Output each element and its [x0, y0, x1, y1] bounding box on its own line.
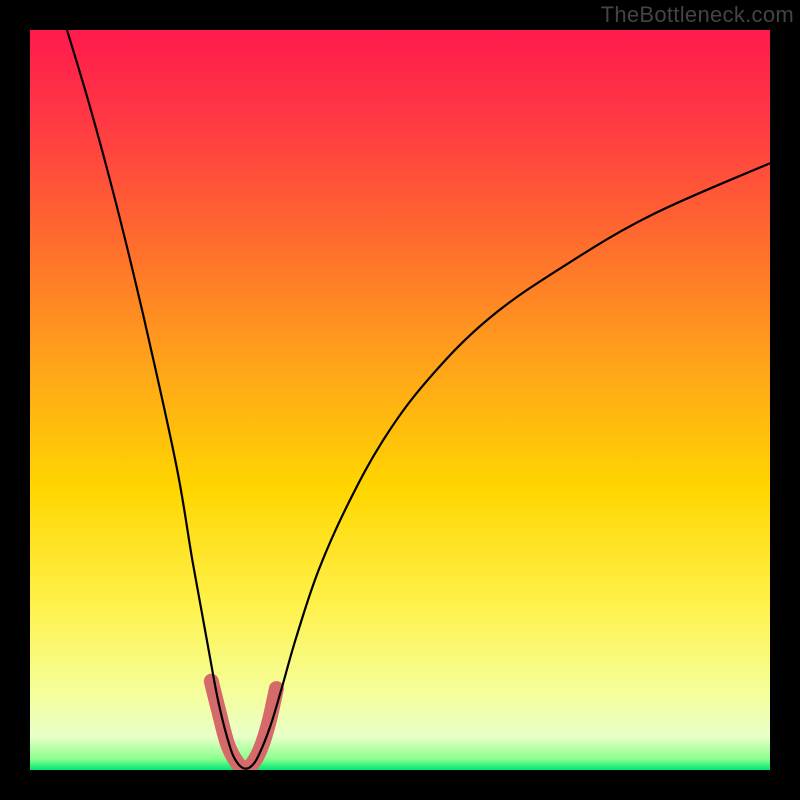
chart-container: TheBottleneck.com — [0, 0, 800, 800]
chart-plot-area — [30, 30, 770, 770]
watermark-text: TheBottleneck.com — [601, 2, 794, 28]
bottleneck-chart — [0, 0, 800, 800]
